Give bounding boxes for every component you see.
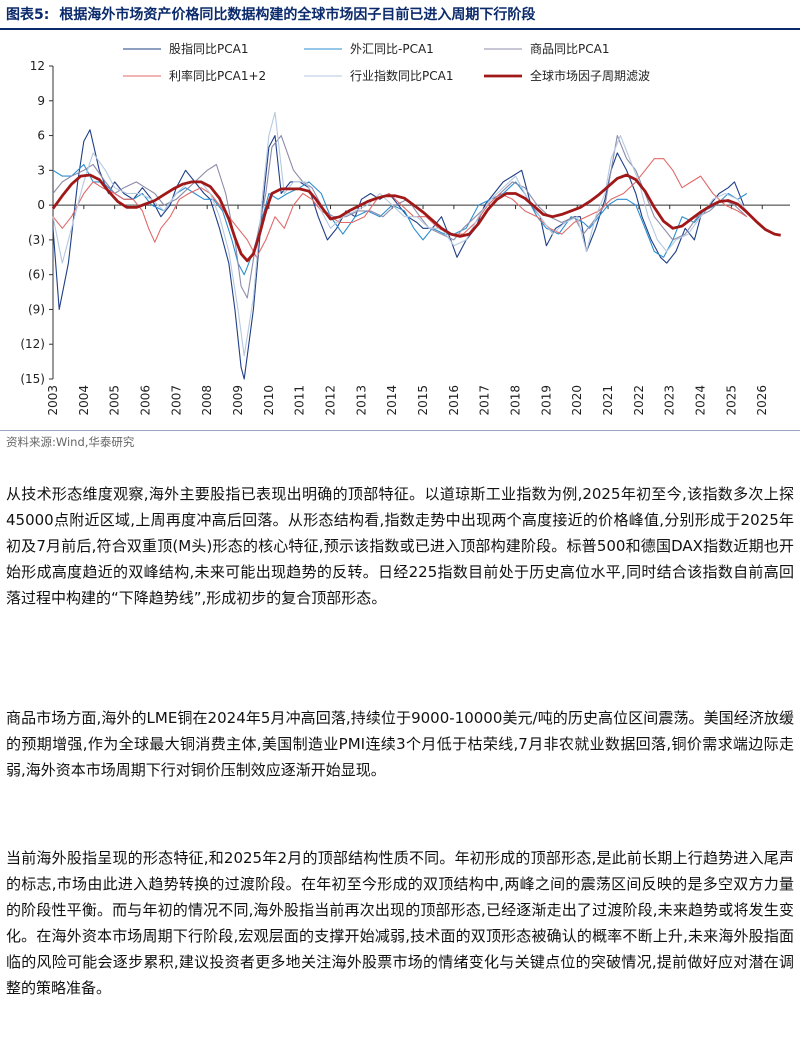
line-chart: 12 9 6 3 0 (3) (6) (9) (12) (15)2003 2004 2005 2006 2… bbox=[20, 41, 790, 416]
x-tick-label: 2014 bbox=[385, 385, 399, 416]
y-tick-label: 6 bbox=[37, 129, 45, 143]
x-tick-label: 2009 bbox=[231, 385, 245, 416]
y-tick-label: 12 bbox=[30, 59, 45, 73]
series-line bbox=[51, 173, 781, 263]
x-tick-label: 2010 bbox=[262, 385, 276, 416]
x-tick-label: 2003 bbox=[46, 385, 60, 416]
paragraph-technical: 从技术形态维度观察,海外主要股指已表现出明确的顶部特征。以道琼斯工业指数为例,2… bbox=[6, 485, 794, 607]
x-tick-label: 2020 bbox=[570, 385, 584, 416]
legend-label: 商品同比PCA1 bbox=[530, 41, 609, 56]
y-tick-label: (9) bbox=[28, 302, 45, 316]
x-tick-label: 2017 bbox=[478, 385, 492, 416]
y-tick-label: (3) bbox=[28, 233, 45, 247]
source-note: 资料来源:Wind,华泰研究 bbox=[6, 435, 135, 449]
series-line bbox=[52, 158, 748, 258]
y-tick-label: (12) bbox=[20, 337, 45, 351]
figure-caption: 根据海外市场资产价格同比数据构建的全球市场因子目前已进入周期下行阶段 bbox=[59, 7, 536, 23]
x-tick-label: 2008 bbox=[200, 385, 214, 416]
x-tick-label: 2022 bbox=[632, 385, 646, 416]
x-tick-label: 2015 bbox=[416, 385, 430, 416]
x-tick-label: 2007 bbox=[169, 385, 183, 416]
x-tick-label: 2026 bbox=[755, 385, 769, 416]
x-tick-label: 2016 bbox=[447, 385, 461, 416]
figure-title: 图表5: 根据海外市场资产价格同比数据构建的全球市场因子目前已进入周期下行阶段 bbox=[6, 2, 794, 28]
paragraph-commodity: 商品市场方面,海外的LME铜在2024年5月冲高回落,持续位于9000-1000… bbox=[6, 709, 794, 779]
x-tick-label: 2024 bbox=[694, 385, 708, 416]
series-line bbox=[52, 129, 745, 380]
x-tick-label: 2019 bbox=[539, 385, 553, 416]
series-line bbox=[52, 111, 748, 357]
y-tick-label: 0 bbox=[37, 198, 45, 212]
y-tick-label: 3 bbox=[37, 163, 45, 177]
legend-label: 行业指数同比PCA1 bbox=[350, 68, 453, 83]
title-rule bbox=[0, 28, 800, 30]
y-tick-label: (15) bbox=[20, 372, 45, 386]
x-tick-label: 2021 bbox=[601, 385, 615, 416]
y-tick-label: (6) bbox=[28, 268, 45, 282]
x-tick-label: 2023 bbox=[663, 385, 677, 416]
x-tick-label: 2018 bbox=[509, 385, 523, 416]
x-tick-label: 2025 bbox=[724, 385, 738, 416]
x-tick-label: 2005 bbox=[108, 385, 122, 416]
x-tick-label: 2006 bbox=[139, 385, 153, 416]
series-line bbox=[52, 135, 748, 299]
source-rule bbox=[0, 430, 800, 431]
figure-label: 图表5: bbox=[6, 7, 50, 23]
legend-label: 外汇同比-PCA1 bbox=[350, 42, 434, 56]
paragraph-outlook: 当前海外股指呈现的形态特征,和2025年2月的顶部结构性质不同。年初形成的顶部形… bbox=[6, 849, 794, 997]
legend-label: 股指同比PCA1 bbox=[169, 41, 248, 56]
legend-label: 全球市场因子周期滤波 bbox=[530, 68, 650, 83]
x-tick-label: 2013 bbox=[354, 385, 368, 416]
y-tick-label: 9 bbox=[37, 94, 45, 108]
x-tick-label: 2011 bbox=[293, 385, 307, 416]
x-tick-label: 2004 bbox=[77, 385, 91, 416]
legend-label: 利率同比PCA1+2 bbox=[169, 68, 266, 83]
x-tick-label: 2012 bbox=[324, 385, 338, 416]
